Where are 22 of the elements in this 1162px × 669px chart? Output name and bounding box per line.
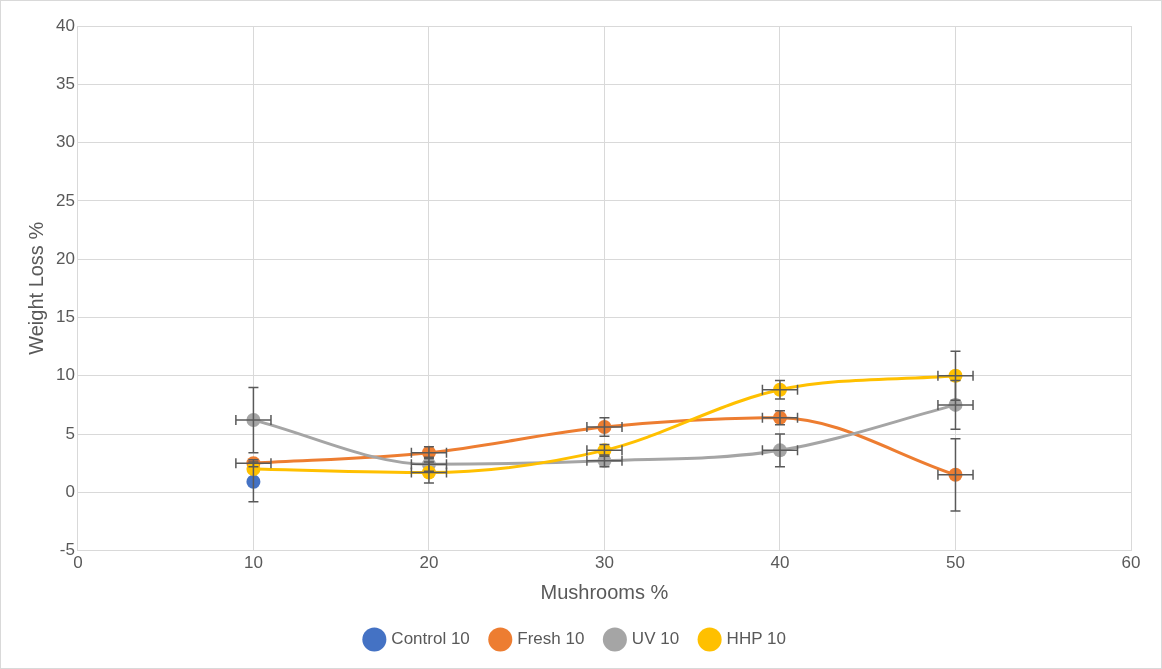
- y-tick-label: 5: [65, 423, 75, 443]
- y-tick-label: 30: [55, 132, 75, 152]
- x-axis-title: Mushrooms %: [540, 580, 669, 603]
- x-tick-label: 30: [594, 553, 614, 573]
- y-axis-title: Weight Loss %: [24, 221, 47, 355]
- y-tick-label: 0: [65, 482, 75, 501]
- y-tick-label: 25: [55, 190, 75, 210]
- legend-label: UV 10: [631, 629, 680, 649]
- y-tick-label: 40: [55, 15, 75, 35]
- y-tick-label: 15: [55, 307, 75, 327]
- legend-label: Fresh 10: [517, 629, 585, 649]
- legend-label: Control 10: [391, 629, 470, 649]
- x-tick-label: 60: [1121, 553, 1141, 573]
- x-tick-label: 20: [419, 553, 439, 573]
- x-tick-label: 40: [770, 553, 790, 573]
- x-tick-label: 10: [243, 553, 263, 573]
- x-tick-label: 50: [946, 553, 965, 573]
- y-tick-label: 35: [55, 73, 75, 93]
- y-tick-label: 20: [55, 248, 75, 268]
- y-tick-label: 10: [55, 365, 75, 385]
- legend-label: HHP 10: [726, 629, 786, 649]
- y-tick-label: -5: [59, 540, 75, 560]
